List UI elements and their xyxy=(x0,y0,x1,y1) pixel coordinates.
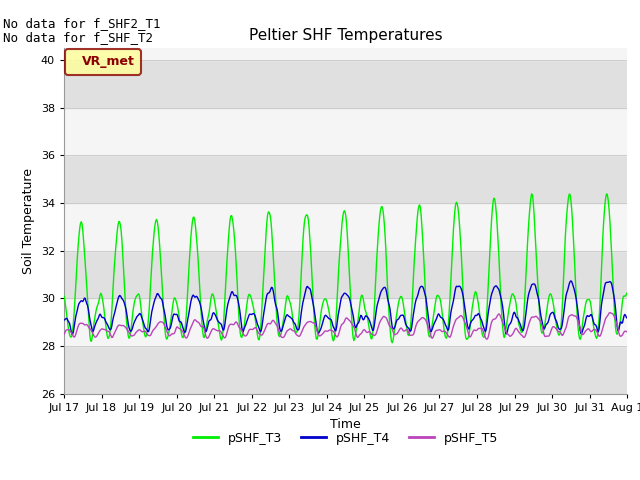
Title: Peltier SHF Temperatures: Peltier SHF Temperatures xyxy=(249,28,442,43)
Text: No data for f_SHF2_T1: No data for f_SHF2_T1 xyxy=(3,17,161,30)
Bar xyxy=(64,108,627,155)
Line: pSHF_T3: pSHF_T3 xyxy=(64,194,627,343)
pSHF_T5 xyxy=(60,331,68,337)
pSHF_T4 xyxy=(129,324,137,329)
pSHF_T5 xyxy=(215,328,223,334)
Bar xyxy=(64,251,627,298)
pSHF_T3 xyxy=(431,300,439,306)
pSHF_T3 xyxy=(186,259,193,264)
Bar xyxy=(64,12,627,60)
Bar xyxy=(64,346,627,394)
pSHF_T3 xyxy=(70,309,78,315)
Y-axis label: Soil Temperature: Soil Temperature xyxy=(22,168,35,274)
Legend: pSHF_T3, pSHF_T4, pSHF_T5: pSHF_T3, pSHF_T4, pSHF_T5 xyxy=(188,427,503,450)
pSHF_T4 xyxy=(60,317,68,323)
pSHF_T3 xyxy=(128,316,136,322)
pSHF_T5 xyxy=(186,328,193,334)
X-axis label: Time: Time xyxy=(330,418,361,431)
pSHF_T3 xyxy=(215,326,223,332)
pSHF_T5 xyxy=(623,329,631,335)
Bar xyxy=(64,298,627,346)
pSHF_T3 xyxy=(415,203,422,209)
pSHF_T4 xyxy=(415,288,422,294)
pSHF_T3 xyxy=(603,191,611,197)
pSHF_T4 xyxy=(431,318,439,324)
pSHF_T5 xyxy=(483,336,491,342)
pSHF_T4 xyxy=(567,278,575,284)
Text: No data for f_SHF_T2: No data for f_SHF_T2 xyxy=(3,31,153,44)
pSHF_T3 xyxy=(388,340,396,346)
Bar xyxy=(64,155,627,203)
pSHF_T5 xyxy=(128,333,136,339)
Bar xyxy=(64,60,627,108)
pSHF_T3 xyxy=(623,290,631,296)
pSHF_T5 xyxy=(414,319,422,324)
pSHF_T5 xyxy=(70,334,78,340)
pSHF_T4 xyxy=(216,320,224,326)
pSHF_T4 xyxy=(186,302,194,308)
pSHF_T4 xyxy=(68,332,76,337)
Line: pSHF_T5: pSHF_T5 xyxy=(64,312,627,339)
pSHF_T4 xyxy=(623,315,631,321)
pSHF_T5 xyxy=(431,330,438,336)
pSHF_T3 xyxy=(60,293,68,299)
Line: pSHF_T4: pSHF_T4 xyxy=(64,281,627,335)
pSHF_T5 xyxy=(606,310,614,315)
pSHF_T4 xyxy=(71,318,79,324)
Bar xyxy=(64,203,627,251)
